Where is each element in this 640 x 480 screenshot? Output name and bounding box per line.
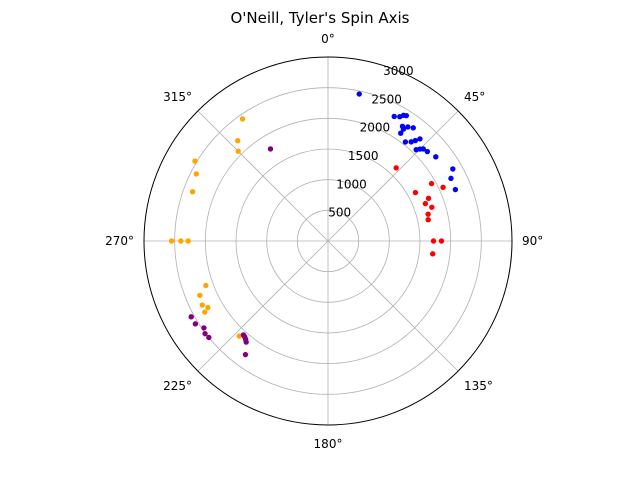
data-point-s1-0 [393,165,399,171]
angular-tick-label-2: 90° [522,234,543,248]
chart-title: O'Neill, Tyler's Spin Axis [231,9,410,27]
data-point-s1-11 [440,184,446,191]
data-point-s2-2 [235,148,241,154]
angular-grid-line-5 [197,240,329,372]
data-points [168,91,459,358]
data-point-s2-3 [192,158,198,164]
data-point-s3-0 [267,146,274,152]
angular-tick-label-1: 45° [464,90,485,104]
data-point-s2-8 [185,238,191,244]
data-point-s3-3 [201,325,207,331]
data-point-s0-20 [448,175,454,182]
data-point-s2-1 [235,138,241,144]
data-point-s2-0 [239,116,246,122]
data-point-s1-5 [429,204,435,210]
data-point-s2-6 [168,238,175,244]
data-point-s2-12 [205,304,211,311]
data-point-s1-1 [428,180,435,187]
data-point-s2-4 [193,171,199,177]
data-point-s0-4 [403,112,410,119]
angular-tick-label-6: 270° [105,234,134,248]
angular-tick-label-5: 225° [163,379,192,393]
data-point-s1-6 [425,211,431,217]
data-point-s1-8 [430,238,437,244]
data-point-s0-19 [450,166,456,172]
radial-tick-label-1: 1000 [336,177,367,191]
data-point-s3-5 [206,334,212,341]
angular-tick-label-4: 180° [314,437,343,451]
angular-tick-label-3: 135° [464,379,493,393]
angular-tick-label-0: 0° [321,32,335,46]
data-point-s0-0 [356,91,362,97]
data-point-s0-6 [400,126,407,132]
data-point-s3-10 [242,351,249,358]
data-point-s2-11 [199,302,206,308]
data-point-s0-16 [420,146,426,152]
angular-grid-line-1 [327,110,459,242]
data-point-s2-10 [203,282,209,289]
data-point-s0-17 [424,148,431,155]
angular-grid-line-3 [327,240,459,372]
data-point-s2-14 [236,333,243,339]
data-point-s1-2 [412,189,419,196]
data-point-s2-13 [202,309,208,315]
data-point-s3-9 [243,339,249,345]
data-point-s0-8 [405,124,411,130]
data-point-s1-9 [438,238,445,244]
polar-frame [143,56,513,426]
data-point-s2-7 [178,238,184,244]
radial-tick-label-3: 2000 [360,121,391,135]
data-point-s0-12 [412,137,419,144]
angular-grid-line-7 [197,110,329,242]
radial-tick-label-0: 500 [328,206,351,220]
data-point-s0-21 [452,186,459,193]
data-point-s1-3 [425,195,432,202]
radial-tick-label-2: 1500 [348,149,379,163]
radial-tick-label-4: 2500 [371,92,402,106]
data-point-s0-10 [402,139,409,145]
data-point-s0-13 [417,136,423,142]
data-point-s3-4 [202,330,208,337]
data-point-s3-1 [188,314,194,320]
data-point-s0-11 [408,139,414,145]
data-point-s0-1 [391,113,397,120]
data-point-s1-4 [422,200,429,207]
data-point-s3-2 [192,321,199,327]
data-point-s1-7 [425,217,431,223]
data-point-s2-9 [197,292,203,299]
data-point-s0-18 [433,154,439,160]
data-point-s1-10 [430,251,436,257]
polar-grid [144,57,512,425]
data-point-s0-7 [398,130,404,136]
data-point-s0-9 [410,125,416,131]
angular-tick-labels: 0° 45° 90° 135° 180° 225° 270° 315° [105,32,543,451]
angular-tick-label-7: 315° [163,90,192,104]
data-point-s2-5 [189,189,196,195]
